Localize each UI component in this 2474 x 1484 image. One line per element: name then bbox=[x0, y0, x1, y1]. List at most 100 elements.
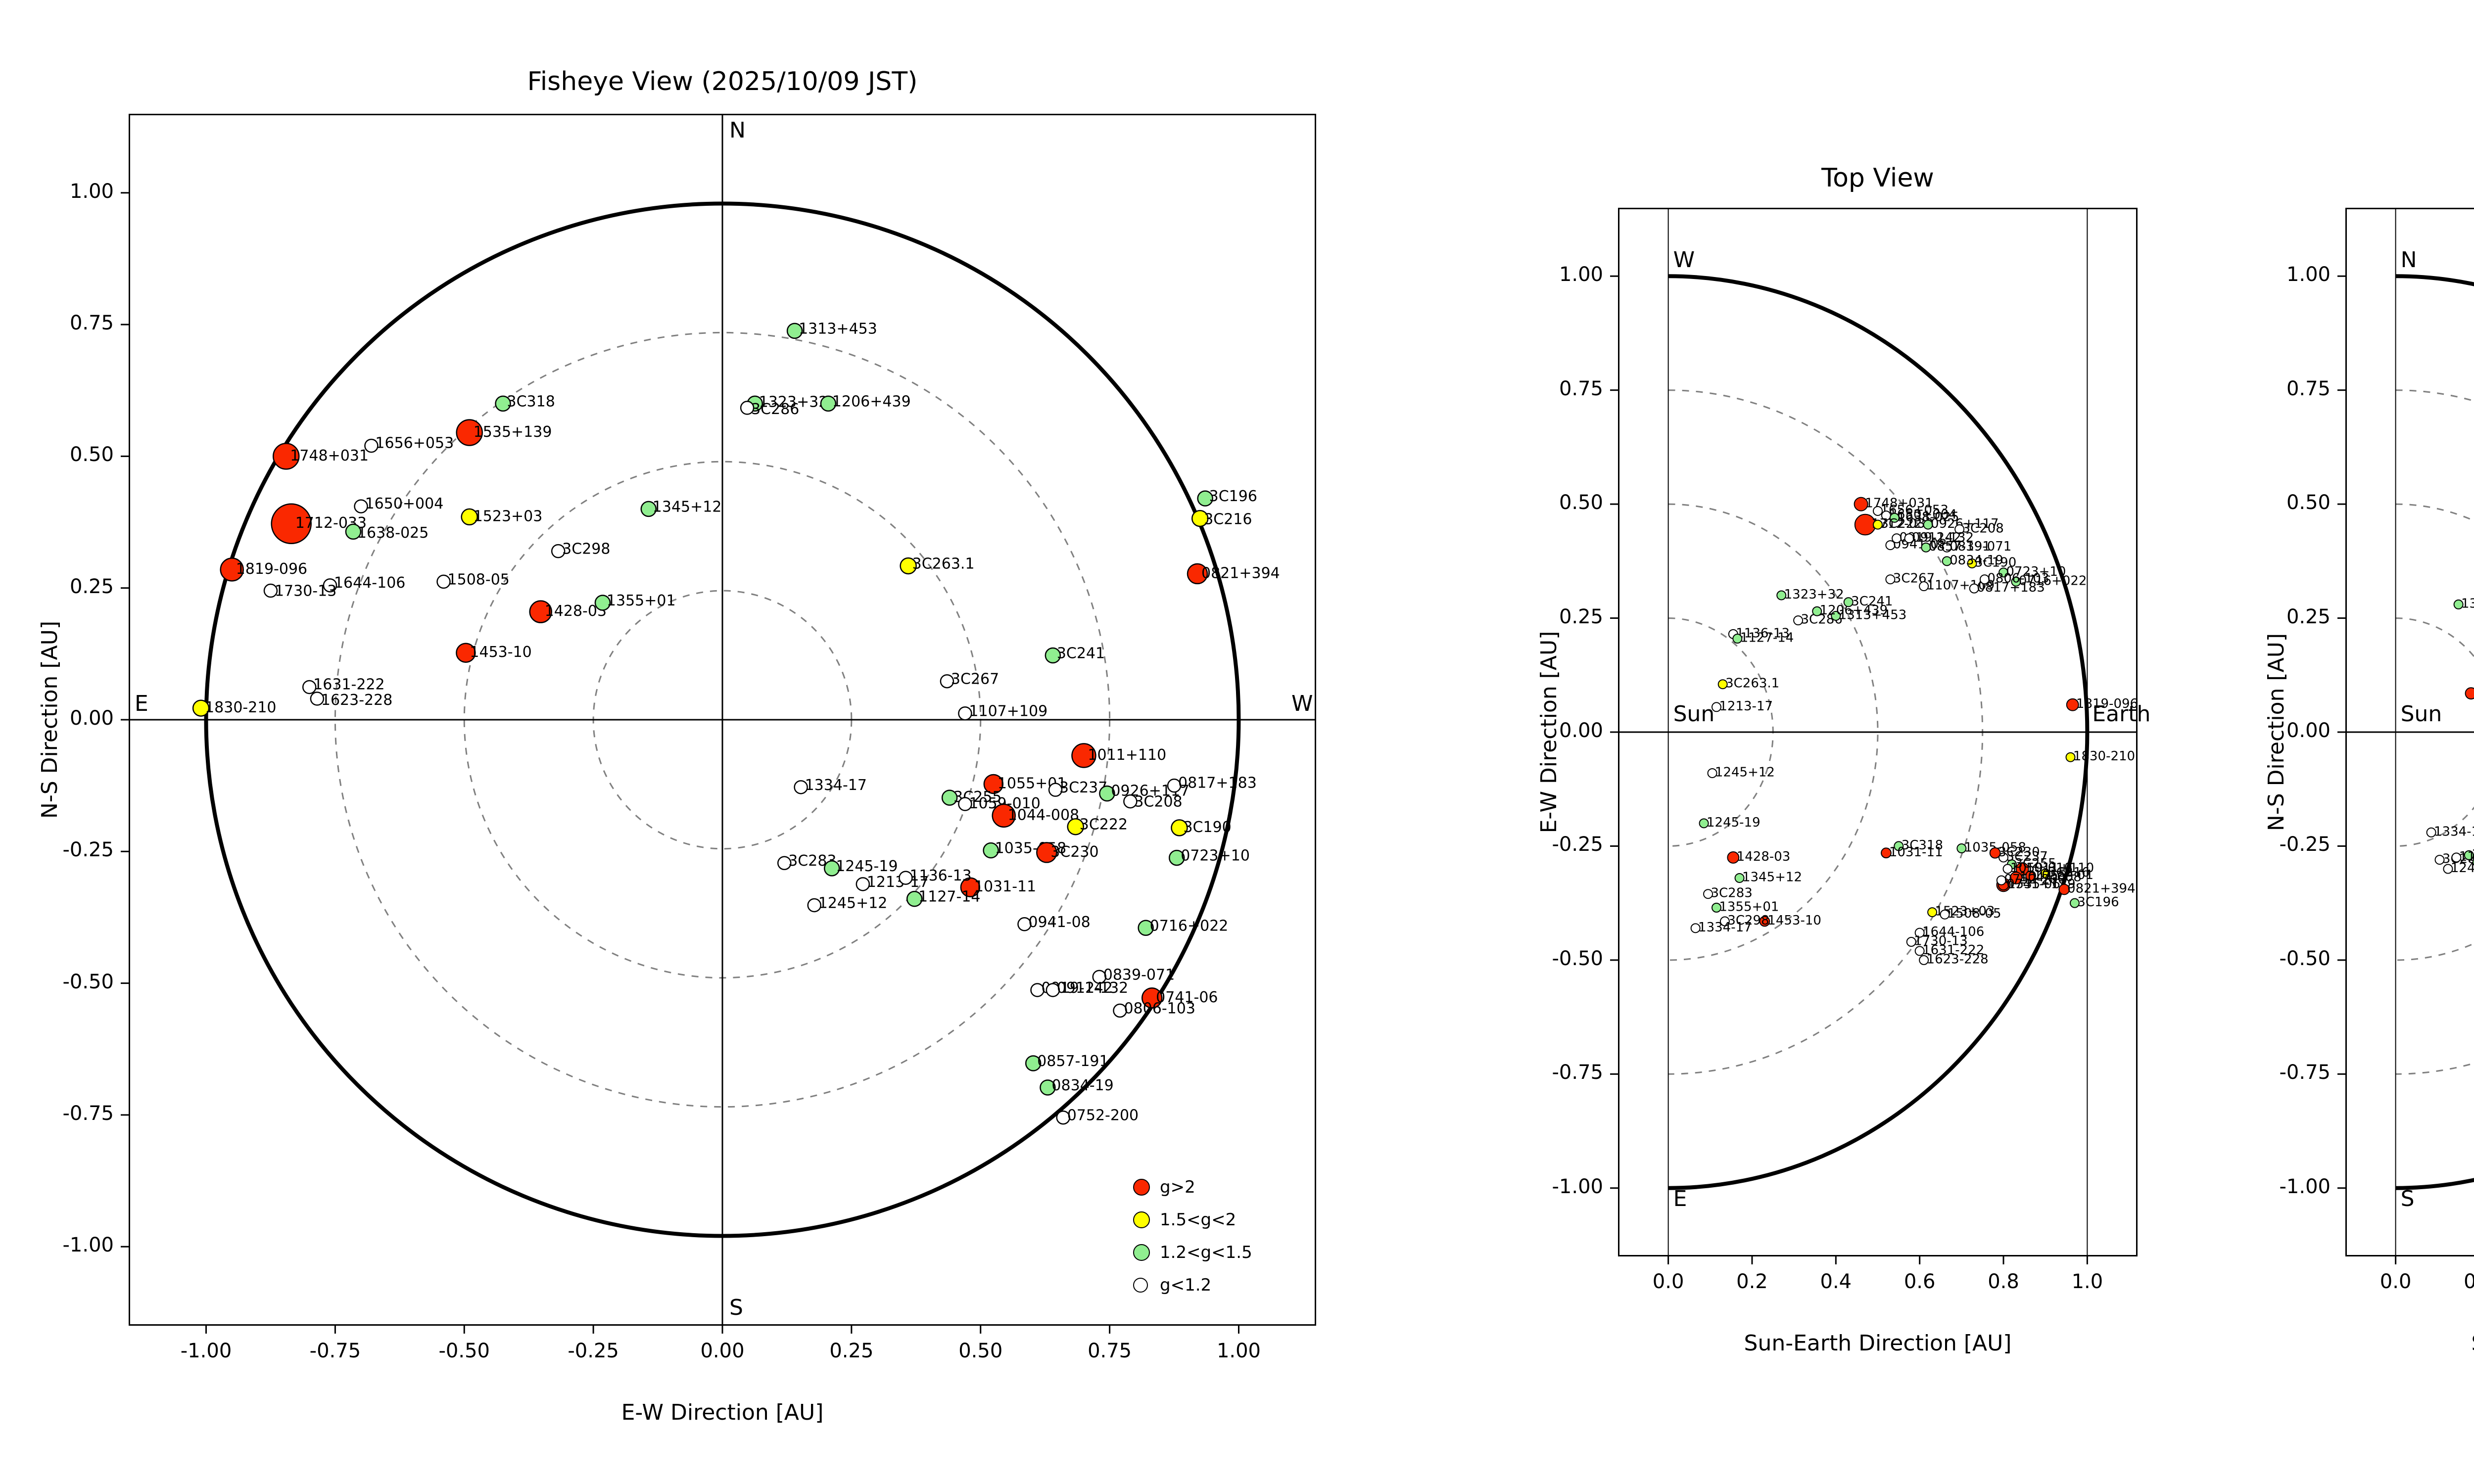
source-marker[interactable] bbox=[1092, 970, 1106, 984]
source-marker[interactable] bbox=[1040, 1079, 1056, 1096]
source-marker[interactable] bbox=[1056, 1110, 1070, 1125]
source-marker[interactable] bbox=[1036, 842, 1057, 863]
source-marker[interactable] bbox=[941, 789, 958, 806]
source-marker[interactable] bbox=[740, 401, 755, 415]
source-marker[interactable] bbox=[1885, 540, 1896, 551]
source-marker[interactable] bbox=[823, 860, 840, 877]
source-marker[interactable] bbox=[1998, 852, 2009, 863]
source-marker[interactable] bbox=[1711, 902, 1721, 913]
source-marker[interactable] bbox=[2025, 870, 2036, 881]
source-marker[interactable] bbox=[461, 508, 478, 526]
source-marker[interactable] bbox=[1048, 783, 1063, 797]
source-marker[interactable] bbox=[640, 501, 657, 517]
source-marker[interactable] bbox=[900, 557, 917, 575]
source-marker[interactable] bbox=[1885, 574, 1896, 585]
source-marker[interactable] bbox=[1017, 917, 1032, 931]
source-marker[interactable] bbox=[2451, 852, 2462, 863]
source-marker[interactable] bbox=[983, 774, 1004, 794]
source-marker[interactable] bbox=[1921, 542, 1931, 553]
source-marker[interactable] bbox=[1719, 916, 1730, 927]
source-marker[interactable] bbox=[436, 574, 451, 589]
source-marker[interactable] bbox=[220, 557, 244, 582]
source-marker[interactable] bbox=[906, 890, 923, 907]
source-marker[interactable] bbox=[192, 699, 210, 717]
source-marker[interactable] bbox=[1892, 533, 1902, 544]
source-marker[interactable] bbox=[1732, 634, 1743, 644]
source-marker[interactable] bbox=[2011, 576, 2021, 587]
source-marker[interactable] bbox=[2443, 864, 2453, 874]
source-marker[interactable] bbox=[1703, 889, 1713, 899]
source-marker[interactable] bbox=[940, 674, 954, 689]
source-marker[interactable] bbox=[777, 856, 792, 870]
source-marker[interactable] bbox=[1906, 937, 1916, 947]
source-marker[interactable] bbox=[263, 583, 278, 598]
source-marker[interactable] bbox=[2465, 687, 2474, 700]
source-marker[interactable] bbox=[2066, 698, 2079, 711]
source-marker[interactable] bbox=[1167, 778, 1182, 793]
source-marker[interactable] bbox=[1699, 818, 1709, 829]
source-marker[interactable] bbox=[856, 877, 870, 891]
source-marker[interactable] bbox=[1707, 768, 1717, 778]
source-marker[interactable] bbox=[1996, 875, 2006, 885]
source-marker[interactable] bbox=[273, 443, 300, 470]
source-marker[interactable] bbox=[1141, 987, 1163, 1009]
source-marker[interactable] bbox=[1067, 818, 1084, 835]
source-marker[interactable] bbox=[1099, 785, 1115, 802]
source-marker[interactable] bbox=[1171, 819, 1188, 836]
source-marker[interactable] bbox=[2040, 868, 2050, 879]
source-marker[interactable] bbox=[2058, 883, 2070, 895]
source-marker[interactable] bbox=[594, 595, 611, 611]
source-marker[interactable] bbox=[1831, 610, 1841, 621]
source-marker[interactable] bbox=[958, 706, 972, 721]
source-marker[interactable] bbox=[354, 499, 368, 513]
source-marker[interactable] bbox=[820, 395, 837, 412]
source-marker[interactable] bbox=[1197, 490, 1213, 507]
source-marker[interactable] bbox=[899, 871, 913, 885]
source-marker[interactable] bbox=[302, 680, 317, 695]
source-marker[interactable] bbox=[1191, 510, 1209, 527]
source-marker[interactable] bbox=[960, 877, 981, 897]
source-marker[interactable] bbox=[364, 438, 379, 453]
source-marker[interactable] bbox=[310, 692, 325, 706]
source-marker[interactable] bbox=[1889, 512, 1900, 523]
source-marker[interactable] bbox=[1854, 497, 1868, 511]
source-marker[interactable] bbox=[1169, 849, 1185, 866]
source-marker[interactable] bbox=[1776, 590, 1787, 601]
source-marker[interactable] bbox=[323, 578, 337, 593]
source-marker[interactable] bbox=[2472, 858, 2474, 867]
source-marker[interactable] bbox=[2009, 871, 2023, 884]
source-marker[interactable] bbox=[345, 523, 362, 540]
source-marker[interactable] bbox=[2453, 599, 2464, 609]
source-marker[interactable] bbox=[1727, 851, 1740, 864]
source-marker[interactable] bbox=[1187, 563, 1208, 585]
source-marker[interactable] bbox=[271, 503, 312, 544]
source-marker[interactable] bbox=[1954, 524, 1965, 534]
source-marker[interactable] bbox=[1904, 533, 1914, 544]
source-marker[interactable] bbox=[1734, 873, 1745, 883]
source-marker[interactable] bbox=[2002, 864, 2013, 874]
source-marker[interactable] bbox=[1843, 597, 1854, 607]
source-marker[interactable] bbox=[1979, 574, 1990, 585]
source-marker[interactable] bbox=[1812, 606, 1822, 616]
source-marker[interactable] bbox=[1138, 920, 1154, 936]
source-marker[interactable] bbox=[1894, 841, 1904, 851]
source-marker[interactable] bbox=[1793, 615, 1804, 626]
source-marker[interactable] bbox=[1030, 983, 1045, 997]
source-marker[interactable] bbox=[1942, 542, 1952, 553]
source-marker[interactable] bbox=[1923, 519, 1933, 530]
source-marker[interactable] bbox=[1717, 679, 1728, 690]
source-marker[interactable] bbox=[983, 842, 999, 859]
source-marker[interactable] bbox=[1942, 556, 1952, 566]
source-marker[interactable] bbox=[456, 419, 483, 446]
source-marker[interactable] bbox=[1759, 916, 1770, 927]
source-marker[interactable] bbox=[958, 797, 972, 811]
source-marker[interactable] bbox=[794, 780, 808, 794]
source-marker[interactable] bbox=[1956, 843, 1967, 854]
source-marker[interactable] bbox=[1113, 1003, 1127, 1018]
source-marker[interactable] bbox=[529, 600, 552, 623]
source-marker[interactable] bbox=[786, 323, 803, 339]
source-marker[interactable] bbox=[2464, 850, 2474, 860]
source-marker[interactable] bbox=[1071, 743, 1096, 768]
source-marker[interactable] bbox=[1881, 847, 1892, 859]
source-marker[interactable] bbox=[2434, 855, 2445, 865]
